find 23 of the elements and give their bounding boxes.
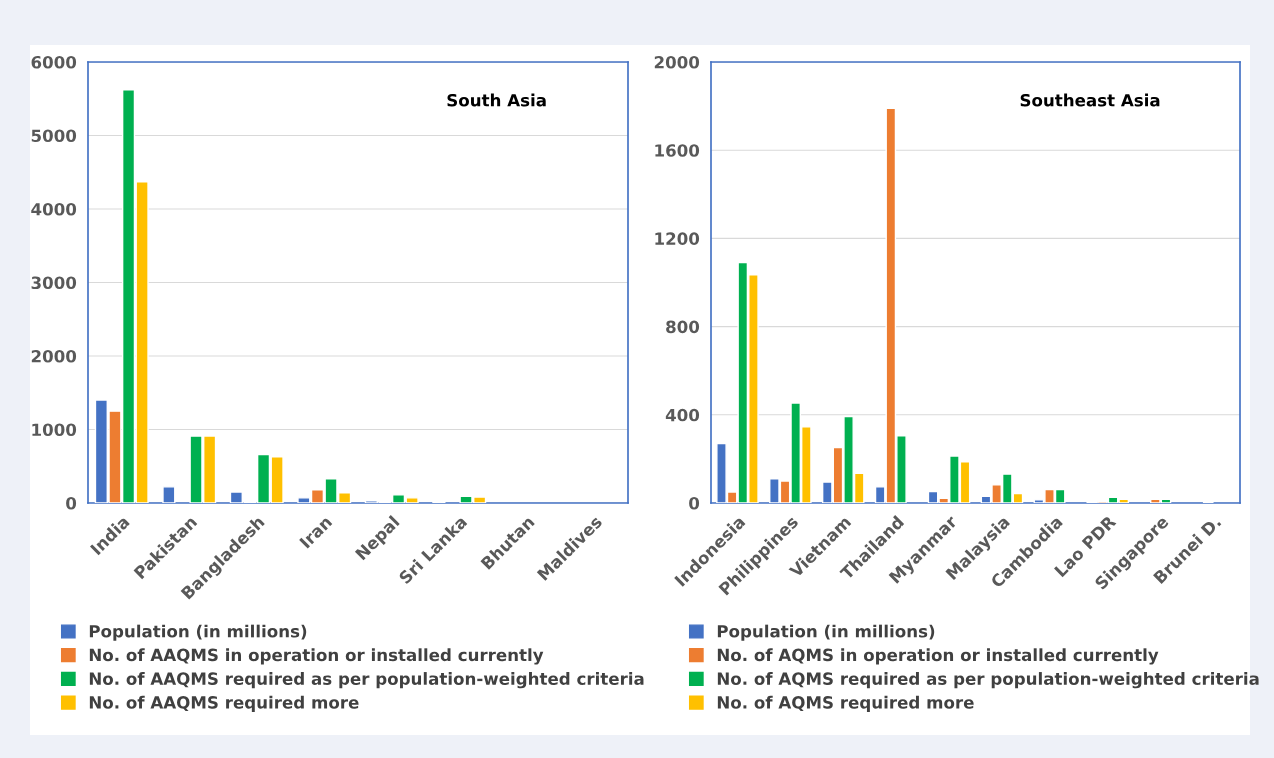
- legend-label: No. of AAQMS required as per population-weighted criteria: [89, 672, 644, 689]
- y-tick-label: 4000: [31, 202, 77, 216]
- legend-label: Population (in millions): [89, 624, 307, 641]
- y-tick-label: 2000: [31, 349, 77, 363]
- y-tick-label: 1200: [655, 232, 700, 245]
- legend-label: No. of AQMS required as per population-weighted criteria: [717, 672, 1259, 689]
- y-tick-label: 2000: [654, 55, 700, 69]
- y-tick-label: 0: [689, 496, 700, 510]
- y-tick-label: 1600: [655, 144, 700, 157]
- y-tick-label: 6000: [31, 55, 77, 69]
- y-tick-label: 5000: [31, 129, 77, 143]
- legend-label: No. of AAQMS required more: [89, 695, 359, 712]
- text: Southeast Asia: [1020, 93, 1160, 107]
- y-tick-label: 3000: [31, 276, 77, 290]
- legend-label: No. of AAQMS in operation or installed currently: [89, 648, 544, 665]
- legend-label: No. of AQMS required more: [717, 695, 974, 712]
- y-tick-label: 1000: [32, 423, 77, 437]
- legend-label: Population (in millions): [717, 624, 935, 641]
- text: South Asia: [447, 93, 546, 107]
- y-tick-label: 800: [666, 320, 700, 334]
- y-tick-label: 400: [665, 408, 700, 422]
- y-tick-label: 0: [66, 496, 77, 510]
- legend-label: No. of AQMS in operation or installed currently: [717, 648, 1159, 665]
